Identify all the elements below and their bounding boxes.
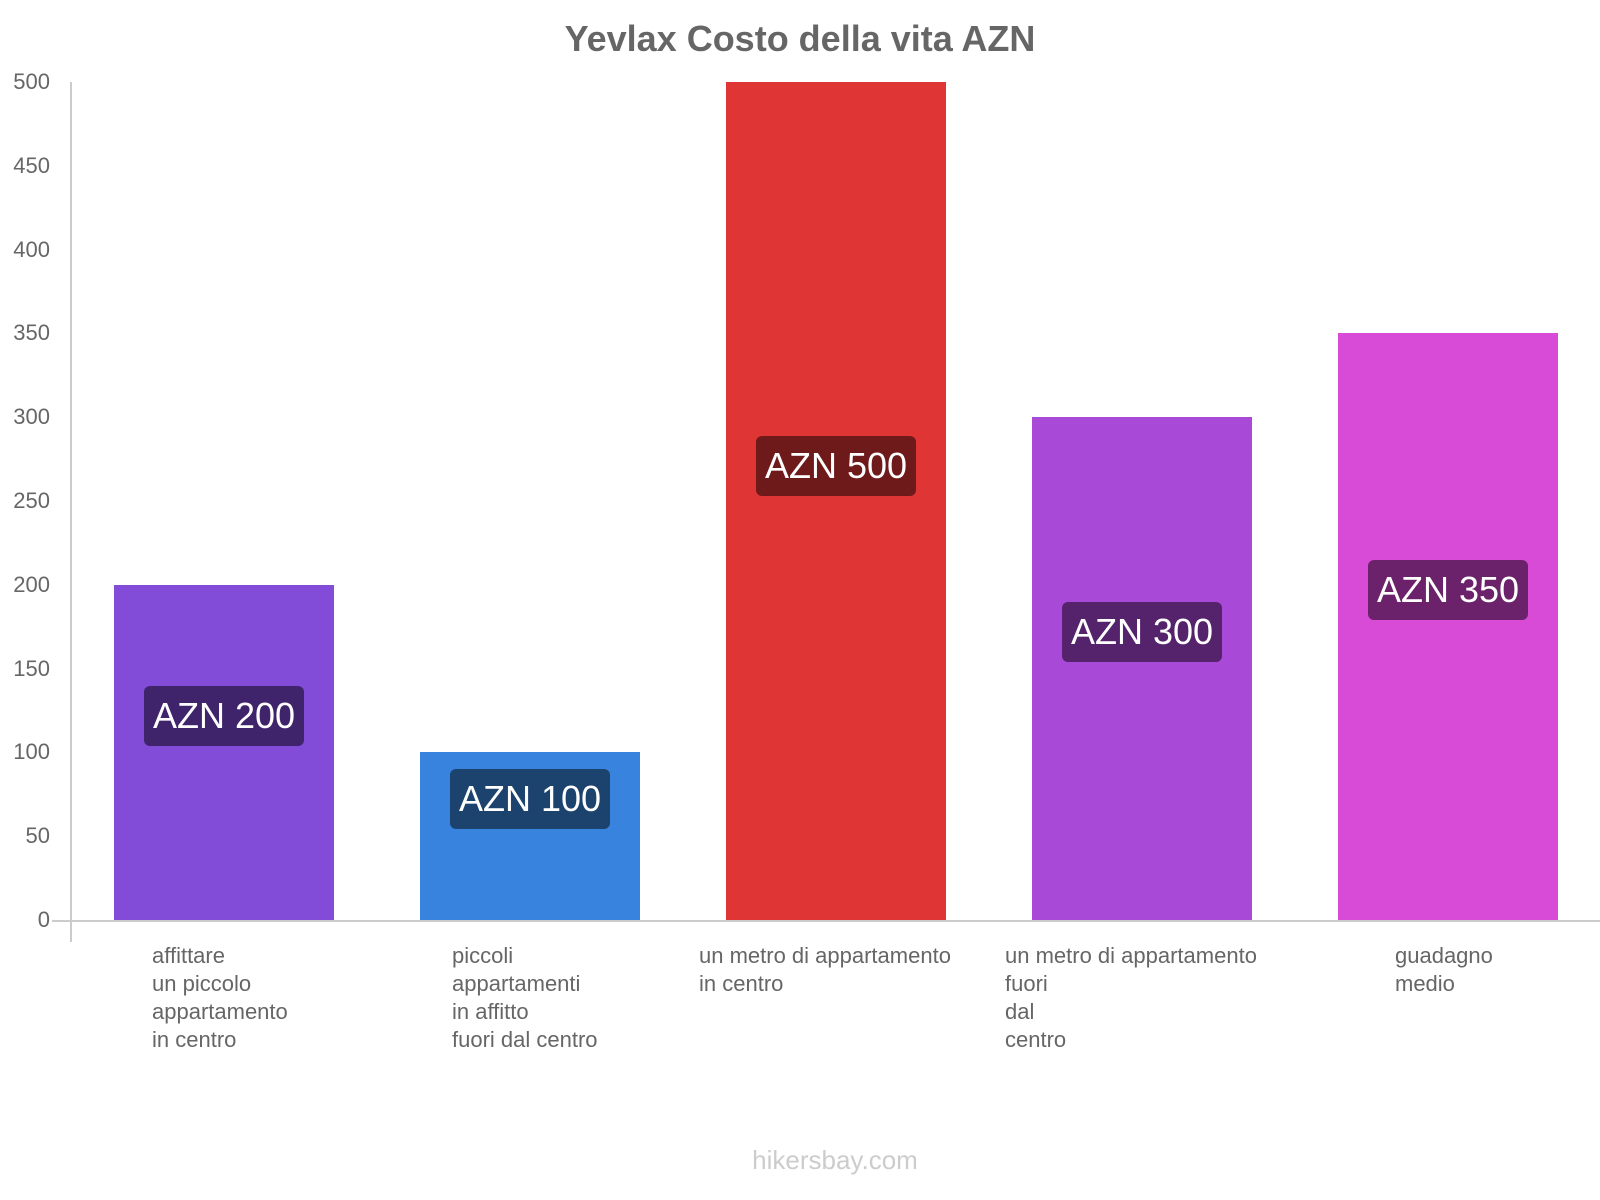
x-category-label: affittare un piccolo appartamento in cen… [152, 943, 288, 1052]
x-category-label: piccoli appartamenti in affitto fuori da… [452, 943, 598, 1052]
bar[interactable] [1338, 333, 1558, 920]
y-tick-label: 100 [13, 739, 50, 765]
x-category-label: guadagno medio [1395, 943, 1493, 996]
y-tick-label: 500 [13, 69, 50, 94]
y-tick-label: 200 [13, 571, 50, 597]
y-tick-label: 250 [13, 488, 50, 513]
bar-value-label: AZN 100 [450, 769, 611, 829]
bar[interactable] [1032, 417, 1252, 920]
x-category-label: un metro di appartamento fuori dal centr… [1005, 943, 1257, 1052]
bar-value-label: AZN 200 [144, 686, 305, 746]
chart-title: Yevlax Costo della vita AZN [564, 18, 1036, 59]
y-tick-label: 0 [37, 907, 50, 932]
x-axis-line [52, 920, 1600, 922]
bar-value-label: AZN 350 [1368, 560, 1529, 620]
y-tick-label: 300 [13, 404, 50, 430]
y-tick-label: 50 [25, 823, 50, 849]
bar-value-label: AZN 500 [756, 436, 917, 496]
y-tick-label: 400 [13, 236, 50, 262]
y-tick-label: 450 [13, 152, 50, 178]
bar-value-label: AZN 300 [1062, 602, 1223, 662]
x-category-label: un metro di appartamento in centro [699, 943, 951, 996]
y-tick-label: 150 [13, 655, 50, 681]
y-tick-label: 350 [13, 320, 50, 346]
bar[interactable] [726, 82, 946, 920]
watermark: hikersbay.com [752, 1145, 918, 1175]
bar[interactable] [114, 584, 334, 920]
y-axis-line [70, 82, 72, 942]
